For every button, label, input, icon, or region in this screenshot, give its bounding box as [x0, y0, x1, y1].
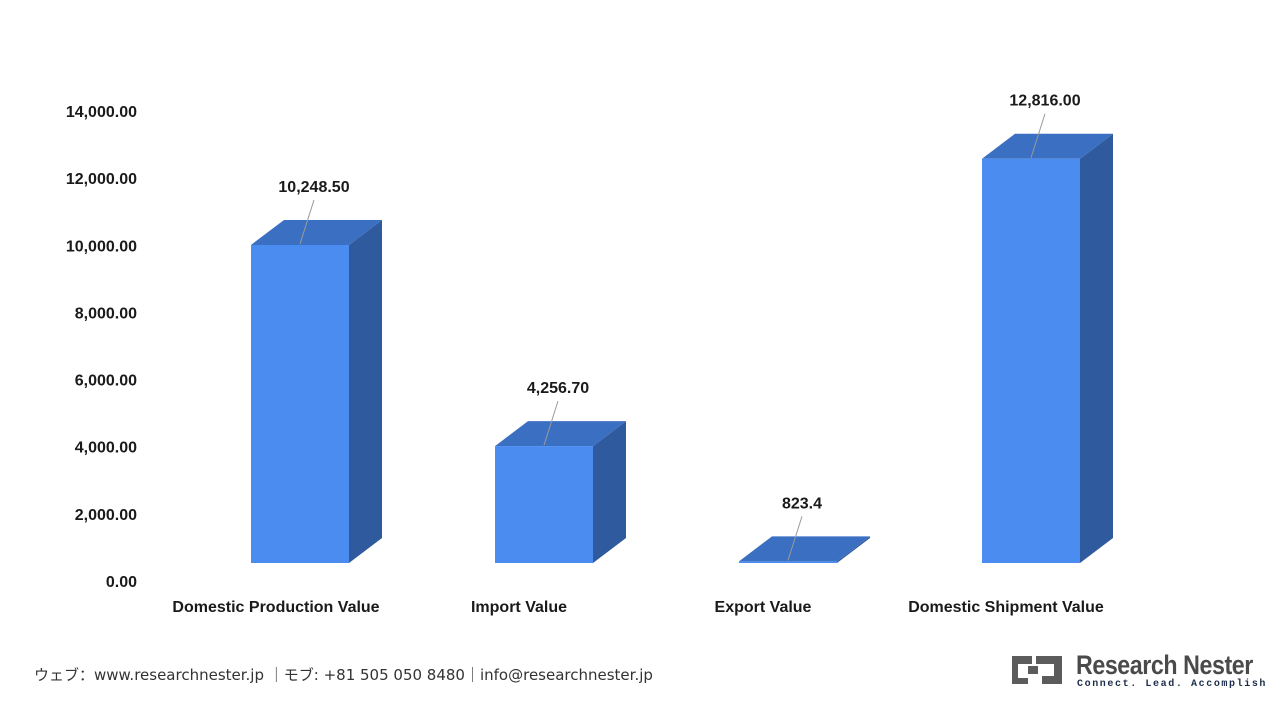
- category-label: Domestic Production Value: [172, 599, 379, 616]
- bar-front-face: [739, 561, 837, 563]
- logo-mark-icon: [1012, 656, 1062, 684]
- bar-top-face: [982, 133, 1113, 159]
- bar: 12,816.00: [982, 93, 1113, 563]
- category-label: Export Value: [715, 599, 812, 616]
- bar-front-face: [251, 244, 349, 563]
- bar-chart: 0.00 2,000.00 4,000.00 6,000.00 8,000.00 10,0…: [66, 93, 1113, 616]
- data-label-leader: [299, 199, 315, 245]
- y-tick-label: 10,000.00: [66, 238, 137, 255]
- data-label: 10,248.50: [278, 179, 349, 196]
- bar-side-face: [837, 536, 870, 563]
- data-label-leader: [543, 400, 559, 446]
- bar-side-face: [349, 219, 382, 563]
- logo-name: Research Nester: [1076, 650, 1253, 680]
- data-label-leader: [1030, 113, 1046, 158]
- bar: 10,248.50: [251, 179, 382, 563]
- bar-front-face: [495, 446, 593, 563]
- category-label: Import Value: [471, 599, 567, 616]
- bar-side-face: [1080, 133, 1113, 563]
- bar-front-face: [982, 158, 1080, 563]
- y-tick-label: 6,000.00: [75, 373, 137, 390]
- data-label: 12,816.00: [1009, 93, 1080, 110]
- research-nester-logo: Research Nester Connect. Lead. Accomplis…: [1006, 650, 1265, 692]
- y-tick-label: 12,000.00: [66, 171, 137, 188]
- x-axis: Domestic Production Value Import Value Exp…: [172, 599, 1103, 616]
- bars: 10,248.50 4,256.70 823.4 12,816.00: [251, 93, 1113, 563]
- bar: 823.4: [739, 495, 870, 563]
- bar-side-face: [593, 421, 626, 563]
- y-axis: 0.00 2,000.00 4,000.00 6,000.00 8,000.00 10,0…: [66, 104, 137, 591]
- bar: 4,256.70: [495, 380, 626, 563]
- data-label: 823.4: [782, 495, 822, 512]
- y-tick-label: 0.00: [106, 574, 137, 591]
- bar-top-face: [495, 421, 626, 447]
- data-label: 4,256.70: [527, 380, 589, 397]
- y-tick-label: 8,000.00: [75, 305, 137, 322]
- bar-top-face: [739, 536, 870, 562]
- footer-contact: ウェブ：www.researchnester.jp ｜モブ: +81 505 0…: [34, 666, 653, 684]
- y-tick-label: 4,000.00: [75, 440, 137, 457]
- bar-top-face: [251, 219, 382, 245]
- logo-tagline: Connect. Lead. Accomplish: [1077, 679, 1268, 690]
- category-label: Domestic Shipment Value: [908, 599, 1104, 616]
- y-tick-label: 14,000.00: [66, 104, 137, 121]
- y-tick-label: 2,000.00: [75, 507, 137, 524]
- data-label-leader: [787, 516, 803, 561]
